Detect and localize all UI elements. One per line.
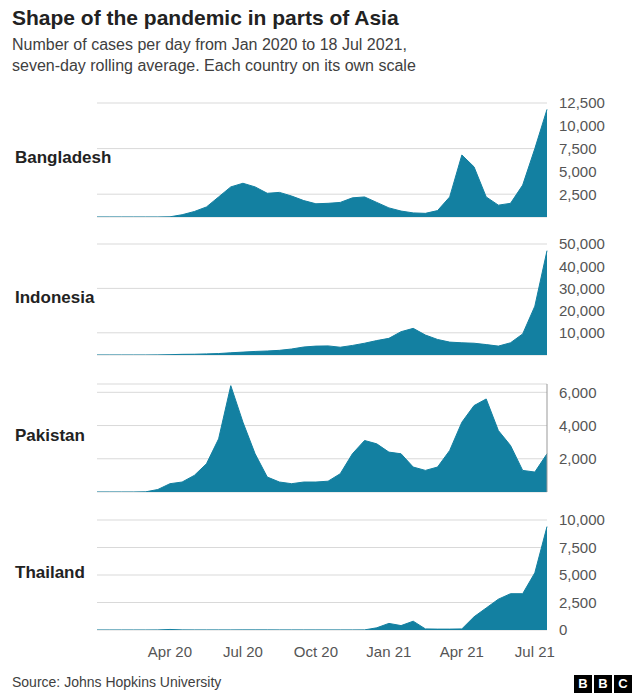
html-text:C: C [618,676,628,691]
svg-text:40,000: 40,000 [559,258,605,275]
svg-text:Jul 21: Jul 21 [515,643,555,660]
html-text:Pakistan: Pakistan [15,426,85,445]
svg-text:2,000: 2,000 [559,450,597,467]
svg-text:50,000: 50,000 [559,235,605,252]
svg-text:Oct 20: Oct 20 [294,643,338,660]
html-text:Bangladesh: Bangladesh [15,148,112,167]
html-text:B: B [578,676,588,691]
html-text:Source: Johns Hopkins Universi: Source: Johns Hopkins University [12,674,222,690]
svg-text:20,000: 20,000 [559,302,605,319]
svg-text:7,500: 7,500 [559,140,597,157]
html-text:seven-day rolling average. Eac: seven-day rolling average. Each country … [12,57,416,74]
svg-text:4,000: 4,000 [559,417,597,434]
svg-text:Apr 20: Apr 20 [148,643,192,660]
svg-text:10,000: 10,000 [559,117,605,134]
html-text:B: B [598,676,608,691]
svg-text:10,000: 10,000 [559,324,605,341]
svg-text:7,500: 7,500 [559,539,597,556]
html-text:Shape of the pandemic in parts: Shape of the pandemic in parts of Asia [12,6,399,29]
html-text:Indonesia: Indonesia [15,287,95,307]
svg-text:2,500: 2,500 [559,186,597,203]
svg-text:30,000: 30,000 [559,280,605,297]
svg-text:Jul 20: Jul 20 [223,643,263,660]
html-text:Number of cases per day from J: Number of cases per day from Jan 2020 to… [12,36,407,53]
html-text:Thailand: Thailand [15,563,85,582]
svg-text:6,000: 6,000 [559,384,597,401]
svg-text:10,000: 10,000 [559,511,605,528]
svg-text:Jan 21: Jan 21 [366,643,411,660]
svg-text:Apr 21: Apr 21 [440,643,484,660]
svg-text:0: 0 [559,621,567,638]
svg-text:12,500: 12,500 [559,94,605,111]
svg-text:5,000: 5,000 [559,163,597,180]
svg-text:5,000: 5,000 [559,566,597,583]
svg-text:2,500: 2,500 [559,594,597,611]
